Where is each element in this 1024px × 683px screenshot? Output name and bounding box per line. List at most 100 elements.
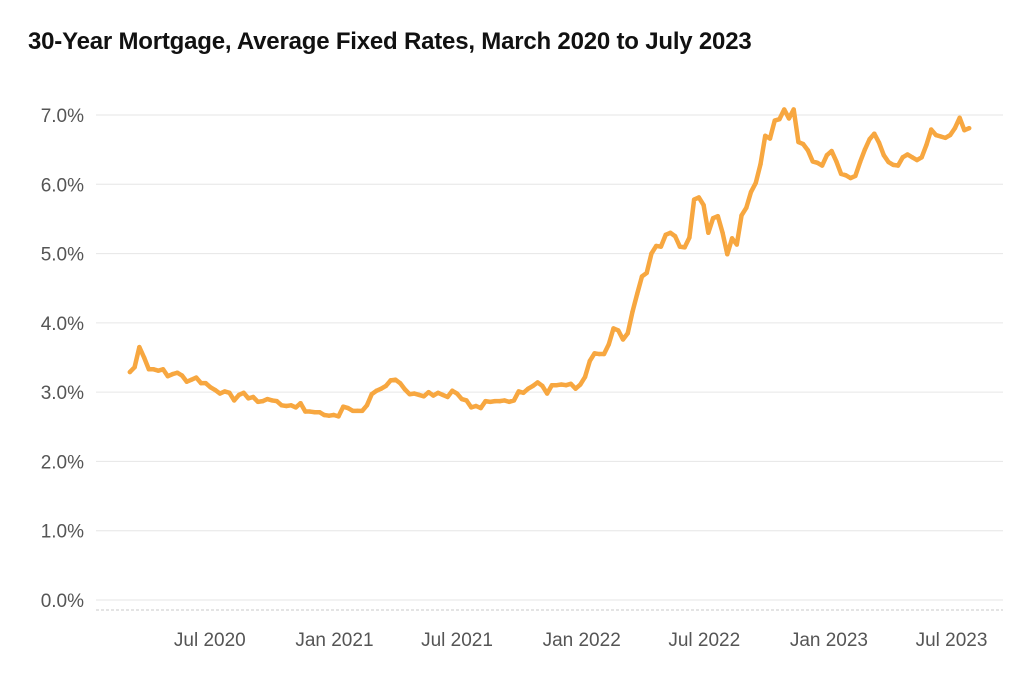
data-point [416,392,422,398]
data-point [213,387,218,393]
data-point [957,115,962,120]
data-point [198,380,204,386]
y-tick-label: 7.0% [41,106,84,127]
data-point [786,116,792,121]
data-point [350,408,355,414]
data-point [658,244,664,249]
data-point [488,399,493,405]
data-point [810,159,815,164]
data-point [222,389,227,394]
data-point [710,216,716,221]
data-point [919,155,924,160]
data-point [796,139,801,145]
data-point [677,244,683,249]
data-point [525,386,531,391]
x-tick-label: Jul 2020 [174,630,246,651]
data-point [473,403,479,409]
data-point [772,118,777,123]
gridlines [96,114,1003,611]
data-point [791,107,796,112]
data-point [265,396,270,402]
data-point [606,342,611,347]
data-point [250,394,256,400]
data-point [672,234,678,239]
data-point [374,388,379,393]
data-point [867,137,872,142]
data-point [886,159,891,165]
data-point [312,410,317,415]
data-point [393,377,398,382]
data-point [587,358,592,364]
data-point [217,391,223,396]
data-point [905,152,910,157]
data-point [739,213,744,218]
data-point [369,392,374,397]
data-point [924,142,929,147]
data-point [848,175,853,181]
data-point [293,405,299,410]
data-point [815,160,820,166]
data-point [540,383,545,389]
data-point [516,389,521,394]
data-point [729,236,735,241]
data-point [445,394,450,400]
data-point [829,148,834,154]
data-point [269,398,275,403]
data-point [203,380,208,386]
data-point [720,230,725,235]
data-point [241,390,246,396]
data-point [696,195,702,200]
chart-title: 30-Year Mortgage, Average Fixed Rates, M… [28,28,752,55]
data-point [582,374,588,380]
data-point [175,370,180,375]
data-point [891,162,896,168]
data-point [701,202,706,208]
data-point [966,125,972,131]
data-point [378,386,384,391]
data-point [184,379,189,384]
data-point [303,409,308,414]
y-tick-label: 4.0% [41,314,84,335]
data-point [170,371,175,377]
data-point [426,389,431,395]
data-point [435,390,441,396]
data-point [938,134,943,139]
y-tick-label: 5.0% [41,245,84,266]
data-point [236,392,242,398]
data-point [383,383,389,389]
data-point [653,243,659,249]
data-point [179,373,185,378]
data-point [511,398,517,403]
data-point [853,173,858,179]
data-point [521,390,526,396]
data-point [151,367,156,372]
data-point [331,412,336,418]
data-point [943,135,948,141]
data-point [649,251,654,256]
data-point [838,171,844,177]
data-point [231,398,237,403]
data-point [834,159,839,164]
x-tick-label: Jan 2023 [790,630,868,651]
data-point [388,378,393,383]
data-point [284,403,289,409]
data-point [298,401,303,406]
data-point [947,132,953,138]
data-point [734,242,739,247]
data-point [706,230,711,235]
data-point [639,274,645,279]
data-point [483,398,488,404]
data-point [824,152,830,158]
y-tick-label: 2.0% [41,452,84,473]
data-point [620,337,626,342]
data-point [307,409,313,414]
data-point [800,141,806,147]
data-point [208,385,213,390]
data-point [782,107,787,112]
data-point [687,235,692,240]
series-points [127,107,972,419]
data-point [767,136,773,141]
x-tick-label: Jul 2022 [668,630,740,651]
